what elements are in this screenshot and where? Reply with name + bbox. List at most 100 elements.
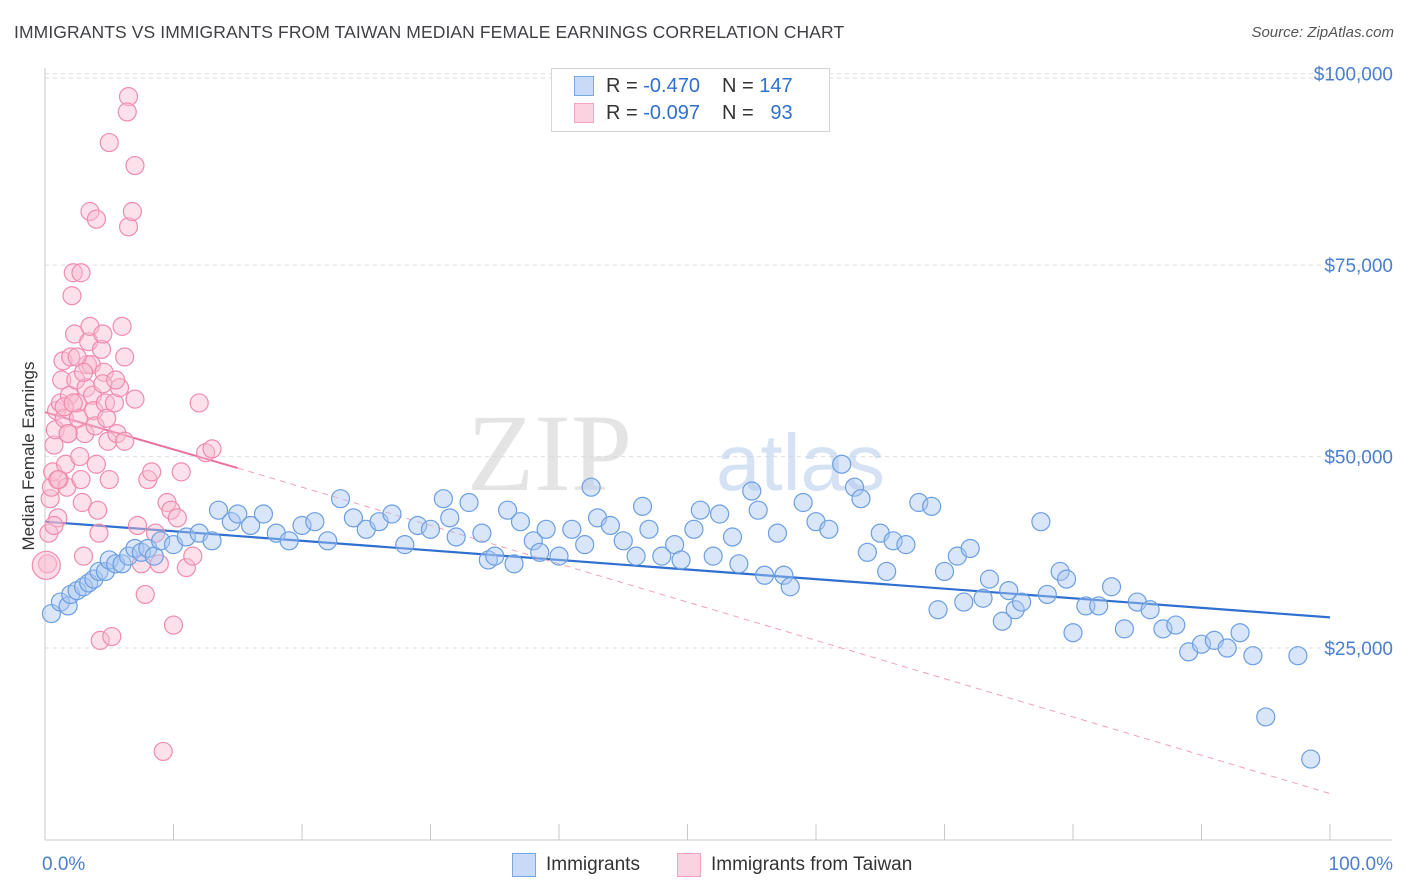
y-tick-label: $75,000 <box>1324 256 1393 277</box>
taiwan-point <box>66 370 86 390</box>
immigrants-point <box>1288 646 1308 666</box>
y-axis-label: Median Female Earnings <box>19 362 38 551</box>
immigrants-point <box>485 546 505 566</box>
immigrants-point <box>909 492 929 513</box>
immigrants-point <box>176 527 196 547</box>
legend-n-label: N = <box>721 74 754 97</box>
taiwan-point <box>93 374 113 394</box>
immigrants-point <box>857 542 878 562</box>
immigrants-point <box>774 565 794 585</box>
taiwan-point <box>183 546 203 566</box>
immigrants-point <box>330 489 351 509</box>
immigrants-point <box>742 481 762 501</box>
taiwan-point <box>99 469 119 490</box>
legend-swatch-immigrants <box>574 76 594 96</box>
immigrants-point <box>459 492 479 513</box>
immigrants-point <box>896 535 916 555</box>
taiwan-point <box>90 630 110 650</box>
immigrants-point <box>1256 707 1276 727</box>
immigrants-point <box>671 550 691 570</box>
immigrants-point <box>690 500 710 520</box>
immigrants-point <box>844 477 865 497</box>
immigrants-point <box>1011 592 1032 612</box>
immigrants-point <box>819 519 839 539</box>
immigrants-point <box>1243 646 1263 666</box>
taiwan-point <box>71 263 91 283</box>
immigrants-point <box>793 492 813 513</box>
taiwan-point <box>117 102 137 122</box>
immigrants-point <box>767 523 788 543</box>
immigrants-point <box>202 531 222 551</box>
immigrants-point <box>536 519 556 539</box>
immigrants-point <box>112 554 132 574</box>
legend-r-label: R = <box>606 74 638 97</box>
legend-row-immigrants: R = -0.470 N = 147 <box>574 73 793 99</box>
immigrants-point <box>581 477 601 497</box>
legend-n-taiwan: 93 <box>770 101 793 124</box>
bottom-legend-taiwan: Immigrants from Taiwan <box>677 852 912 878</box>
trend-line-immigrants <box>44 520 1331 619</box>
immigrants-point <box>1031 512 1051 532</box>
taiwan-point <box>71 469 91 490</box>
immigrants-point <box>928 600 948 620</box>
taiwan-point <box>62 286 82 306</box>
immigrants-point <box>883 531 903 551</box>
taiwan-point <box>86 454 107 474</box>
immigrants-point <box>748 500 768 520</box>
immigrants-point <box>710 504 730 524</box>
y-tick-label: $100,000 <box>1314 65 1393 86</box>
immigrants-point <box>408 515 428 536</box>
legend-r-immigrants: -0.470 <box>643 74 700 97</box>
taiwan-point <box>142 462 162 482</box>
legend-n-immigrants: 147 <box>759 74 793 97</box>
taiwan-point <box>112 316 132 336</box>
immigrants-point <box>1101 577 1122 597</box>
immigrants-point <box>575 535 595 555</box>
taiwan-point <box>161 500 181 520</box>
watermark-atlas: atlas <box>716 418 885 507</box>
immigrants-point <box>754 565 775 585</box>
immigrants-point <box>851 489 871 509</box>
trend-line-taiwan <box>44 411 239 470</box>
immigrants-point <box>832 454 852 474</box>
trend-lines <box>44 411 1331 795</box>
taiwan-point <box>189 393 209 413</box>
taiwan-point <box>89 523 109 543</box>
taiwan-point <box>58 423 78 444</box>
immigrants-point <box>960 538 980 559</box>
immigrants-point <box>221 512 241 532</box>
immigrants-point <box>510 512 531 532</box>
taiwan-point <box>135 584 155 605</box>
taiwan-point <box>91 339 112 359</box>
immigrants-point <box>973 588 993 608</box>
immigrants-point <box>684 519 704 539</box>
taiwan-point <box>106 370 126 390</box>
immigrants-point <box>472 523 492 543</box>
immigrants-point <box>530 542 550 562</box>
taiwan-point <box>202 439 222 459</box>
taiwan-point <box>61 347 81 367</box>
taiwan-point <box>73 546 94 566</box>
taiwan-point <box>52 370 72 390</box>
immigrants-point <box>1005 600 1025 620</box>
legend-row-taiwan: R = -0.097 N = 93 <box>574 100 793 126</box>
immigrants-point <box>382 504 402 524</box>
taiwan-point <box>48 469 68 490</box>
immigrants-point <box>228 504 248 524</box>
taiwan-point <box>70 446 90 467</box>
chart-title: IMMIGRANTS VS IMMIGRANTS FROM TAIWAN MED… <box>14 22 845 42</box>
immigrants-point <box>1050 561 1070 582</box>
chart-source: Source: ZipAtlas.com <box>1251 24 1394 41</box>
immigrants-point <box>73 577 94 597</box>
taiwan-point <box>171 462 191 482</box>
immigrants-point <box>151 531 171 551</box>
tick-labels: $25,000 $50,000 $75,000 $100,000 0.0% 100.0% <box>42 65 1393 875</box>
immigrants-point <box>504 554 524 574</box>
immigrants-point <box>318 531 338 551</box>
taiwan-point <box>73 362 94 382</box>
legend-r-label: R = <box>606 101 638 124</box>
taiwan-point <box>107 423 127 444</box>
legend-r-taiwan: -0.097 <box>643 101 700 124</box>
taiwan-point <box>163 615 184 635</box>
